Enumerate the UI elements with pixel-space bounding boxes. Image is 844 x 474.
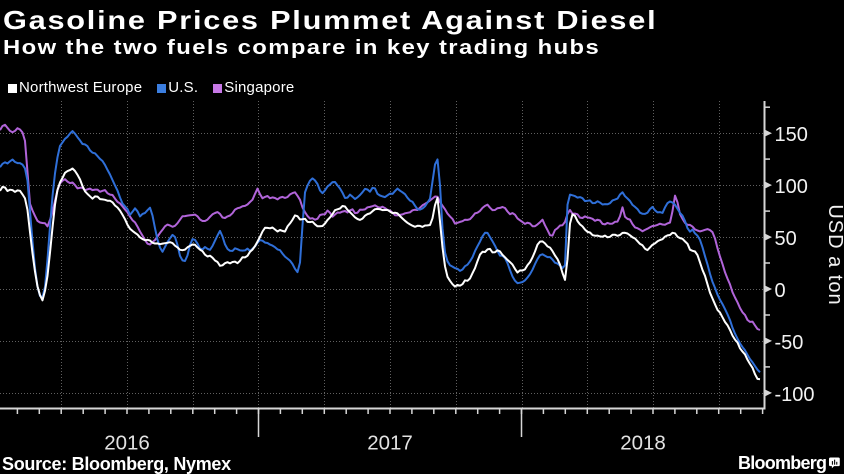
svg-text:2018: 2018 (620, 432, 666, 455)
svg-text:0: 0 (775, 280, 786, 302)
svg-text:50: 50 (775, 228, 797, 250)
svg-text:USD a ton: USD a ton (824, 204, 844, 305)
svg-text:-100: -100 (775, 384, 815, 406)
svg-text:-50: -50 (775, 332, 804, 354)
svg-text:2017: 2017 (367, 432, 413, 455)
svg-text:150: 150 (775, 124, 808, 146)
svg-text:2016: 2016 (104, 432, 150, 455)
svg-text:100: 100 (775, 176, 808, 198)
